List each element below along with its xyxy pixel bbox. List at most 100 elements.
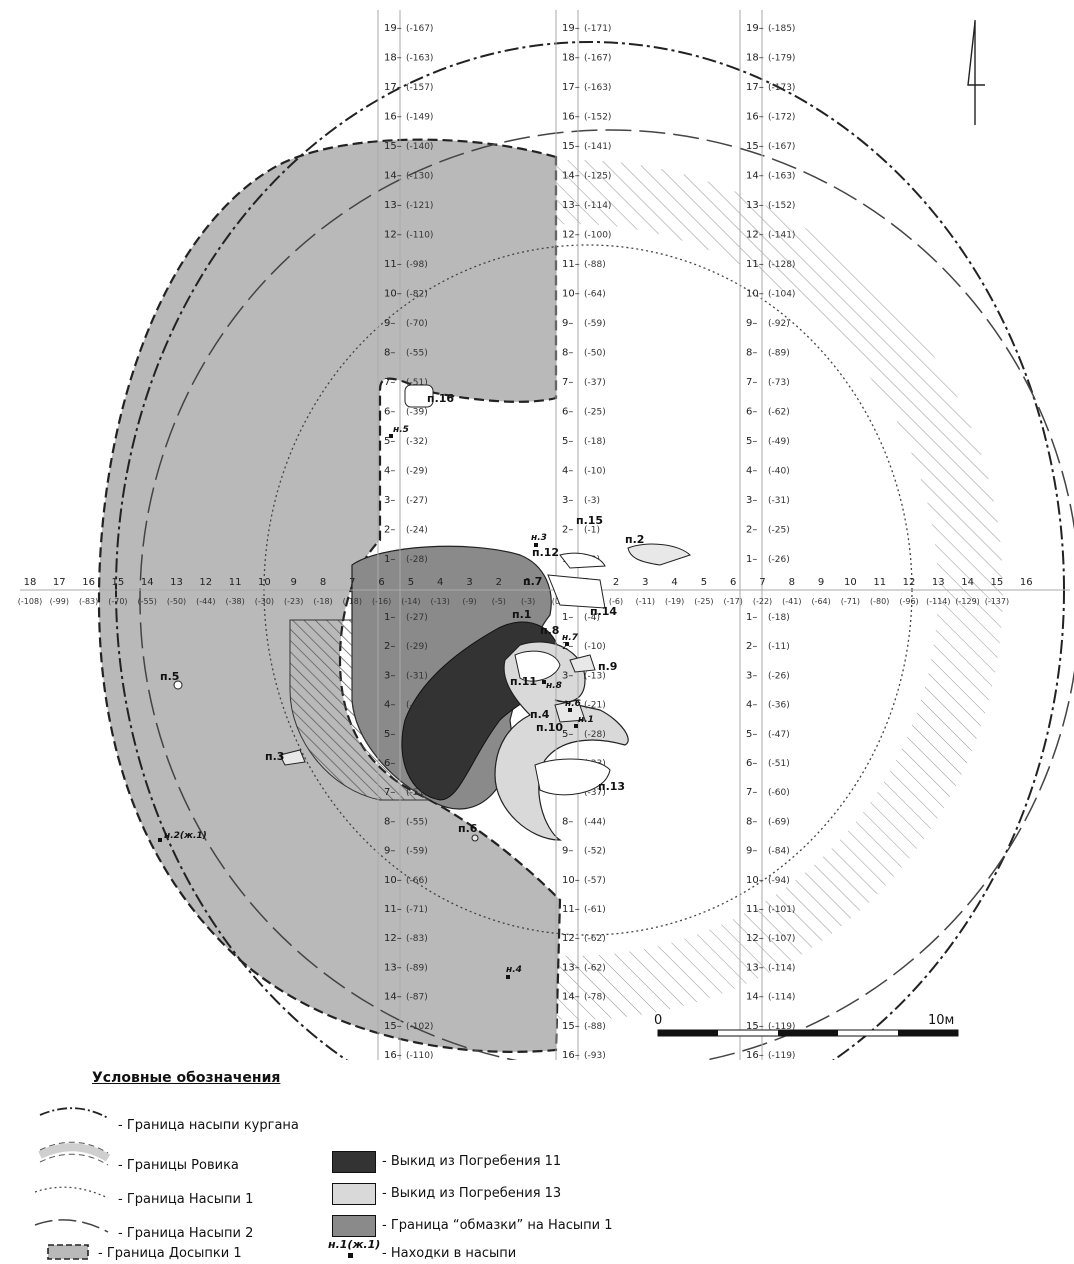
burial-3-label: п.3 (265, 750, 284, 763)
row-tick: 9 (291, 577, 297, 588)
col-a-value: (-24) (406, 526, 428, 536)
legend: Условные обозначения - Граница насыпи ку… (0, 1060, 1074, 1264)
col-c-value: (-84) (768, 847, 790, 857)
col-a-tick: 8– (384, 816, 395, 827)
col-a-value: (-59) (406, 847, 428, 857)
row-tick: 3 (466, 577, 472, 588)
dosypka-1-area (97, 138, 562, 1053)
col-c-tick: 1– (746, 612, 757, 623)
col-c-tick: 13– (746, 962, 764, 973)
col-a-tick: 6– (384, 758, 395, 769)
find-5-label: н.5 (393, 425, 409, 435)
burial-7-label: п.7 (523, 575, 542, 588)
col-b-value: (-28) (584, 730, 606, 740)
col-a-tick: 6– (384, 407, 395, 418)
row-tick: 6 (730, 577, 736, 588)
col-a-tick: 12– (384, 933, 402, 944)
col-b-tick: 10– (562, 289, 580, 300)
col-c-tick: 10– (746, 289, 764, 300)
burial-14-label: п.14 (590, 605, 617, 618)
nasyp-2-boundary (139, 129, 1074, 1060)
col-c-value: (-89) (768, 349, 790, 359)
row-value: (-9) (462, 597, 476, 606)
col-b-value: (-10) (584, 642, 606, 652)
row-tick: 2 (496, 577, 502, 588)
col-c-tick: 14– (746, 171, 764, 182)
col-a-value: (-163) (406, 54, 433, 64)
col-c-value: (-49) (768, 437, 790, 447)
col-c-value: (-101) (768, 905, 795, 915)
legend-obmazka: - Граница “обмазки” на Насыпи 1 (382, 1218, 613, 1233)
col-c-tick: 19– (746, 23, 764, 34)
col-c-value: (-141) (768, 231, 795, 241)
col-b-tick: 8– (562, 348, 573, 359)
col-c-value: (-26) (768, 555, 790, 565)
row-value: (-30) (255, 597, 274, 606)
legend-finds: - Находки в насыпи (382, 1246, 517, 1261)
legend-find-symbol-label: н.1(ж.1) (328, 1238, 381, 1251)
find-8-label: н.8 (546, 681, 562, 691)
col-b-tick: 12– (562, 230, 580, 241)
col-b-tick: 5– (562, 436, 573, 447)
col-c-value: (-152) (768, 201, 795, 211)
col-b-value: (-50) (584, 349, 606, 359)
col-b-value: (-78) (584, 993, 606, 1003)
col-a-tick: 19– (384, 23, 402, 34)
col-b-value: (-141) (584, 142, 611, 152)
row-tick: 17 (53, 577, 66, 588)
row-value: (-3) (521, 597, 535, 606)
legend-kurgan-boundary: - Граница насыпи кургана (118, 1118, 299, 1133)
col-b-value: (-13) (584, 671, 606, 681)
col-a-tick: 5– (384, 729, 395, 740)
row-tick: 4 (671, 577, 677, 588)
col-c-value: (-163) (768, 172, 795, 182)
col-c-value: (-128) (768, 260, 795, 270)
col-a-tick: 8– (384, 348, 395, 359)
col-c-value: (-167) (768, 142, 795, 152)
row-tick: 11 (229, 577, 242, 588)
col-c-tick: 9– (746, 318, 757, 329)
col-c-tick: 15– (746, 141, 764, 152)
col-b-value: (-10) (584, 467, 606, 477)
col-a-value: (-27) (406, 496, 428, 506)
row-tick: 15 (112, 577, 125, 588)
col-b-tick: 1– (562, 612, 573, 623)
col-a-value: (-29) (406, 642, 428, 652)
col-b-tick: 2– (562, 641, 573, 652)
col-c-tick: 2– (746, 641, 757, 652)
col-a-tick: 2– (384, 641, 395, 652)
col-a-tick: 4– (384, 466, 395, 477)
find-6-label: н.6 (565, 699, 581, 709)
row-value: (-18) (343, 597, 362, 606)
col-a-tick: 3– (384, 670, 395, 681)
col-c-tick: 14– (746, 992, 764, 1003)
col-b-tick: 18– (562, 53, 580, 64)
col-b-value: (-3) (584, 496, 600, 506)
row-value: (-50) (167, 597, 186, 606)
col-b-tick: 19– (562, 23, 580, 34)
col-c-tick: 7– (746, 787, 757, 798)
col-b-tick: 14– (562, 992, 580, 1003)
row-tick: 11 (873, 577, 886, 588)
grid-column-c-labels: 19– (-185) 18– (-179) 17– (-173) 16– (-172) 15– (… (746, 23, 795, 1060)
scale-bar: 0 10м (654, 1013, 959, 1037)
col-c-tick: 11– (746, 259, 764, 270)
burial-11-label: п.11 (510, 675, 537, 688)
col-c-tick: 6– (746, 758, 757, 769)
col-a-tick: 12– (384, 230, 402, 241)
col-a-tick: 7– (384, 377, 395, 388)
col-a-tick: 13– (384, 200, 402, 211)
col-a-tick: 16– (384, 1050, 402, 1060)
col-a-value: (-110) (406, 231, 433, 241)
col-a-tick: 18– (384, 53, 402, 64)
row-tick: 12 (199, 577, 212, 588)
col-c-tick: 4– (746, 700, 757, 711)
row-value: (-17) (724, 597, 743, 606)
legend-swatch-obmazka (332, 1215, 376, 1237)
row-tick: 12 (903, 577, 916, 588)
row-value: (-129) (955, 597, 979, 606)
row-value: (-13) (431, 597, 450, 606)
col-a-value: (-51) (406, 378, 428, 388)
col-a-value: (-40) (406, 701, 428, 711)
row-tick: 1 (525, 577, 531, 588)
